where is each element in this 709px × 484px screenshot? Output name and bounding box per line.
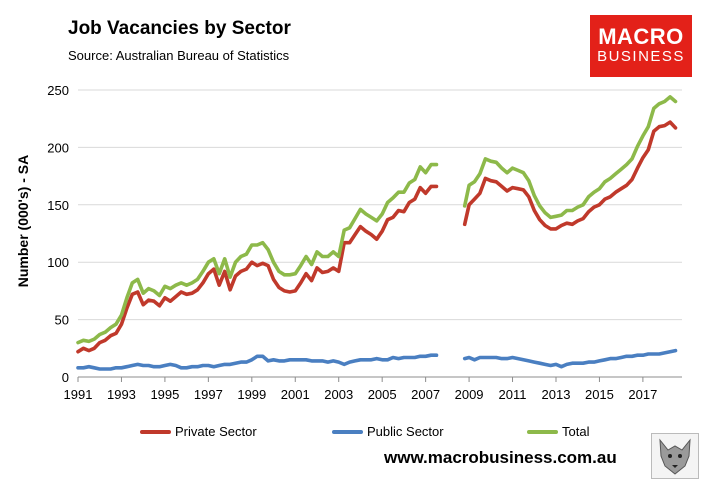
legend-label-total: Total xyxy=(562,424,590,439)
x-tick-label: 2017 xyxy=(628,387,657,402)
logo-line-2: BUSINESS xyxy=(597,48,685,66)
x-tick-label: 2003 xyxy=(324,387,353,402)
legend-swatch-public xyxy=(332,429,363,434)
y-tick-label: 0 xyxy=(62,370,69,385)
legend-swatch-private xyxy=(140,429,171,434)
series-line-private-sector-segment-2 xyxy=(462,120,678,231)
y-tick-label: 200 xyxy=(47,140,69,155)
series-line-public-sector-segment-2 xyxy=(462,348,678,369)
x-tick-label: 1997 xyxy=(194,387,223,402)
x-tick-label: 2009 xyxy=(455,387,484,402)
x-tick-label: 1995 xyxy=(150,387,179,402)
chart-title: Job Vacancies by Sector xyxy=(68,18,291,39)
logo-line-1: MACRO xyxy=(598,24,684,49)
chart-subtitle: Source: Australian Bureau of Statistics xyxy=(68,48,290,63)
x-tick-label: 2015 xyxy=(585,387,614,402)
x-tick-label: 1993 xyxy=(107,387,136,402)
y-tick-label: 150 xyxy=(47,198,69,213)
x-tick-label: 2005 xyxy=(368,387,397,402)
x-tick-label: 2007 xyxy=(411,387,440,402)
legend-swatch-total xyxy=(527,429,558,434)
series-line-total-segment-1 xyxy=(76,162,439,345)
y-tick-label: 100 xyxy=(47,255,69,270)
legend-item-public: Public Sector xyxy=(332,424,444,439)
x-tick-label: 1991 xyxy=(64,387,93,402)
legend: Private Sector Public Sector Total xyxy=(0,424,709,442)
series-line-public-sector-segment-1 xyxy=(76,353,439,371)
x-tick-label: 2013 xyxy=(542,387,571,402)
wolf-icon xyxy=(659,438,691,475)
y-tick-label: 50 xyxy=(55,313,69,328)
series-line-private-sector-segment-1 xyxy=(76,184,439,354)
legend-item-private: Private Sector xyxy=(140,424,257,439)
y-tick-label: 250 xyxy=(47,83,69,98)
line-chart: 0 50 100 150 200 250 1991 1993 1995 1997 1999 2001 2… xyxy=(47,83,682,402)
legend-label-public: Public Sector xyxy=(367,424,444,439)
macrobusiness-logo[interactable]: MACRO BUSINESS xyxy=(590,15,692,77)
legend-label-private: Private Sector xyxy=(175,424,257,439)
legend-item-total: Total xyxy=(527,424,589,439)
x-tick-label: 2001 xyxy=(281,387,310,402)
x-tick-label: 1999 xyxy=(237,387,266,402)
wolf-logo xyxy=(651,433,699,479)
x-tick-label: 2011 xyxy=(499,387,527,402)
series-line-total-segment-2 xyxy=(462,95,678,220)
y-axis-label: Number (000's) - SA xyxy=(15,154,31,288)
website-link[interactable]: www.macrobusiness.com.au xyxy=(384,448,617,467)
